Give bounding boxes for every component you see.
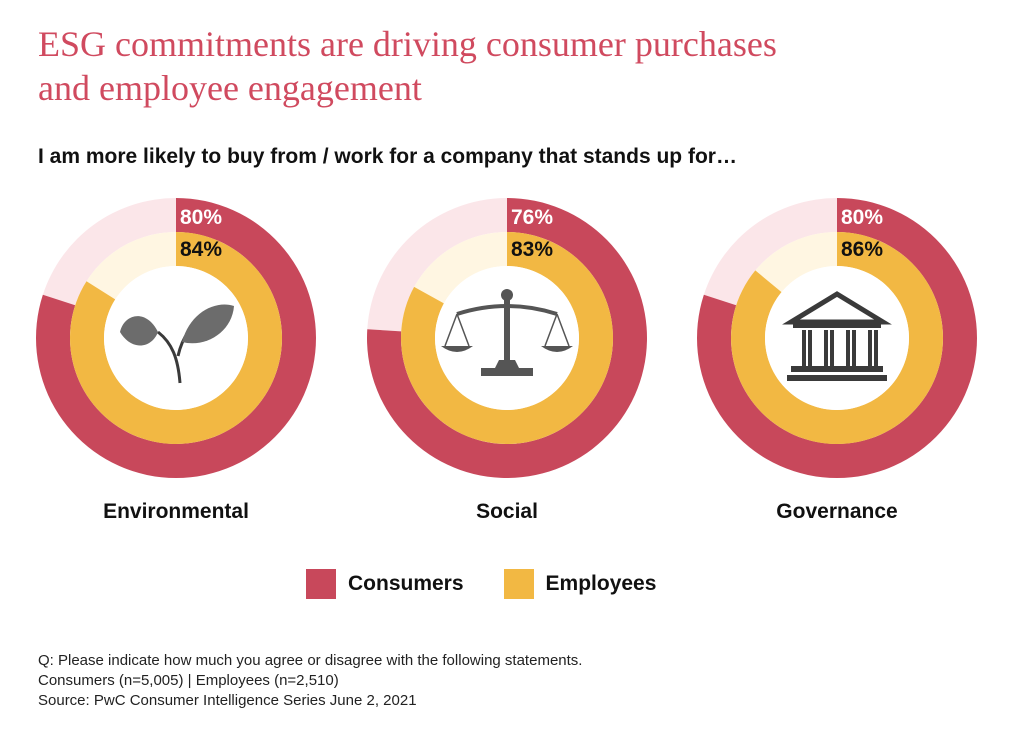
legend: Consumers Employees <box>306 569 656 599</box>
courthouse-icon <box>782 291 892 381</box>
employees-value-label: 84% <box>180 238 222 261</box>
legend-label-consumers: Consumers <box>348 572 464 595</box>
employees-value-label: 86% <box>841 238 883 261</box>
donut-governance: 80% 86% Governance <box>696 198 977 523</box>
legend-swatch-consumers <box>306 569 336 599</box>
footnotes: Q: Please indicate how much you agree or… <box>38 651 582 711</box>
consumers-remainder-social <box>367 198 507 332</box>
consumers-remainder-environmental <box>42 198 177 306</box>
title-line-2: and employee engagement <box>38 68 422 108</box>
employees-remainder-governance <box>755 232 837 293</box>
donut-environmental: 80% 84% Environmental <box>35 198 317 523</box>
legend-swatch-employees <box>503 569 534 599</box>
consumers-remainder-governance <box>703 198 837 306</box>
consumers-value-label: 80% <box>180 206 222 229</box>
legend-item-consumers: Consumers <box>306 569 464 599</box>
consumers-value-label: 80% <box>841 206 883 229</box>
legend-item-employees: Employees <box>503 569 657 599</box>
category-label-social: Social <box>476 500 538 523</box>
title-line-1: ESG commitments are driving consumer pur… <box>38 24 777 64</box>
employees-value-label: 83% <box>511 238 553 261</box>
employees-remainder-environmental <box>86 232 176 300</box>
footnote-source: Source: PwC Consumer Intelligence Series… <box>38 692 417 709</box>
category-label-governance: Governance <box>776 500 897 523</box>
scales-icon <box>441 289 573 376</box>
category-label-environmental: Environmental <box>103 500 249 523</box>
consumers-value-label: 76% <box>511 206 553 229</box>
page-title: ESG commitments are driving consumer pur… <box>38 22 978 110</box>
employees-slice-social <box>401 232 613 445</box>
employees-slice-governance <box>731 232 944 444</box>
employees-remainder-social <box>414 232 507 304</box>
donut-social: 76% 83% Social <box>367 198 647 523</box>
legend-label-employees: Employees <box>545 572 657 595</box>
plant-icon <box>120 304 234 384</box>
chart-subtitle: I am more likely to buy from / work for … <box>38 145 737 168</box>
footnote-question: Q: Please indicate how much you agree or… <box>38 652 583 669</box>
footnote-sample: Consumers (n=5,005) | Employees (n=2,510… <box>38 672 339 689</box>
employees-slice-environmental <box>69 232 283 445</box>
